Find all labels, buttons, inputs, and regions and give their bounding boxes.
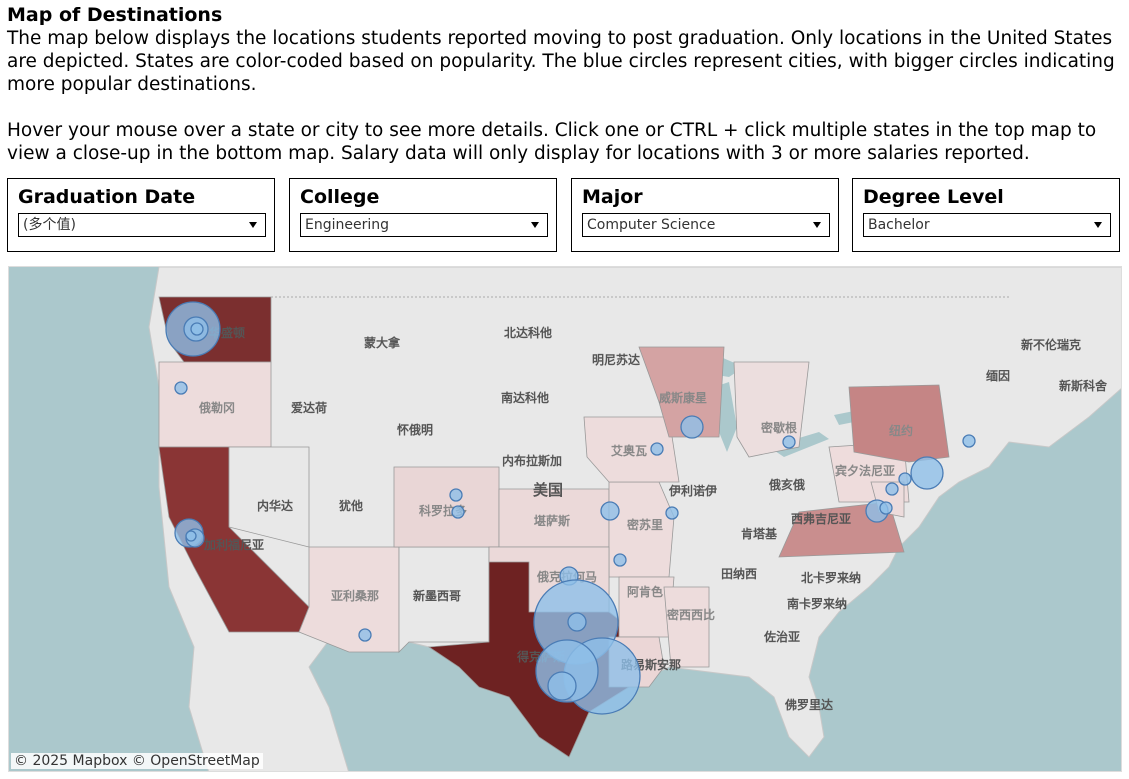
label-south-dakota: 南达科他 xyxy=(501,390,549,405)
label-new-mexico: 新墨西哥 xyxy=(413,588,461,603)
dropdown-value: Bachelor xyxy=(868,217,930,233)
major-dropdown[interactable]: Computer Science xyxy=(582,213,830,237)
label-north-carolina: 北卡罗来纳 xyxy=(801,570,861,585)
city-marker-bellevue[interactable] xyxy=(190,322,204,336)
label-montana: 蒙大拿 xyxy=(364,335,401,350)
label-minnesota: 明尼苏达 xyxy=(592,352,640,367)
label-iowa: 艾奥瓦 xyxy=(611,443,647,458)
label-nevada: 内华达 xyxy=(257,498,293,513)
label-illinois: 伊利诺伊 xyxy=(668,483,717,498)
city-marker-new-york-city[interactable] xyxy=(910,456,944,490)
chevron-down-icon xyxy=(531,222,539,228)
city-marker-philadelphia[interactable] xyxy=(885,482,899,496)
city-marker-chicago[interactable] xyxy=(680,415,704,439)
label-pennsylvania: 宾夕法尼亚 xyxy=(835,463,895,478)
label-kansas: 堪萨斯 xyxy=(534,513,570,528)
dropdown-value: Computer Science xyxy=(587,217,716,233)
label-california: 加利福尼亚 xyxy=(203,537,264,552)
city-marker-tulsa[interactable] xyxy=(613,553,627,567)
city-marker-st-louis[interactable] xyxy=(665,506,679,520)
label-south-carolina: 南卡罗来纳 xyxy=(787,596,847,611)
label-wisconsin: 威斯康星 xyxy=(659,390,707,405)
college-dropdown[interactable]: Engineering xyxy=(300,213,548,237)
city-marker-baltimore[interactable] xyxy=(879,501,893,515)
state-mississippi[interactable] xyxy=(663,586,710,668)
filter-label: Major xyxy=(582,186,643,208)
filter-label: College xyxy=(300,186,380,208)
label-mississippi: 密西西比 xyxy=(667,607,715,622)
city-marker-boston[interactable] xyxy=(962,434,976,448)
label-usa: 美国 xyxy=(533,481,563,499)
label-new-brunswick: 新不伦瑞克 xyxy=(1021,337,1081,352)
city-marker-detroit[interactable] xyxy=(782,435,796,449)
label-maine: 缅因 xyxy=(986,368,1010,383)
city-marker-denver[interactable] xyxy=(451,505,465,519)
filter-label: Degree Level xyxy=(863,186,1004,208)
label-florida: 佛罗里达 xyxy=(784,697,833,712)
dropdown-value: Engineering xyxy=(305,217,389,233)
label-georgia: 佐治亚 xyxy=(763,629,800,644)
filter-graduation-date: Graduation Date (多个值) xyxy=(7,178,275,252)
label-missouri: 密苏里 xyxy=(627,517,663,532)
city-marker-kansas-city[interactable] xyxy=(600,501,620,521)
label-north-dakota: 北达科他 xyxy=(504,325,552,340)
filter-bar: Graduation Date (多个值) College Engineerin… xyxy=(7,178,1122,254)
city-marker-san-antonio[interactable] xyxy=(547,671,577,701)
city-marker-newark[interactable] xyxy=(898,472,912,486)
label-arizona: 亚利桑那 xyxy=(331,588,379,603)
header: Map of Destinations The map below displa… xyxy=(7,4,1122,165)
label-arkansas: 阿肯色 xyxy=(627,584,663,599)
filter-major: Major Computer Science xyxy=(571,178,839,252)
label-idaho: 爱达荷 xyxy=(291,400,327,415)
label-michigan: 密歇根 xyxy=(761,420,797,435)
label-west-virginia: 西弗吉尼亚 xyxy=(791,511,851,526)
city-marker-phoenix[interactable] xyxy=(358,628,372,642)
graduation-date-dropdown[interactable]: (多个值) xyxy=(18,213,266,237)
map-attribution[interactable]: © 2025 Mapbox © OpenStreetMap xyxy=(11,753,263,769)
label-nebraska: 内布拉斯加 xyxy=(502,453,562,468)
city-marker-portland[interactable] xyxy=(174,381,188,395)
destinations-map[interactable]: 蒙大拿 北达科他 明尼苏达 新不伦瑞克 缅因 新斯科舍 俄勒冈 爱达荷 南达科他… xyxy=(8,266,1122,772)
label-ohio: 俄亥俄 xyxy=(768,477,805,492)
city-marker-boulder[interactable] xyxy=(449,488,463,502)
chevron-down-icon xyxy=(1094,222,1102,228)
label-wyoming: 怀俄明 xyxy=(397,422,433,437)
city-marker-dallas-inner[interactable] xyxy=(567,612,587,632)
filter-degree-level: Degree Level Bachelor xyxy=(852,178,1120,252)
label-nova-scotia: 新斯科舍 xyxy=(1059,378,1108,393)
page-description: The map below displays the locations stu… xyxy=(7,28,1115,164)
filter-college: College Engineering xyxy=(289,178,557,252)
page-title: Map of Destinations xyxy=(7,4,223,26)
chevron-down-icon xyxy=(249,222,257,228)
map-canvas[interactable]: 蒙大拿 北达科他 明尼苏达 新不伦瑞克 缅因 新斯科舍 俄勒冈 爱达荷 南达科他… xyxy=(9,267,1122,772)
label-new-york: 纽约 xyxy=(889,423,913,438)
label-kentucky: 肯塔基 xyxy=(741,526,778,541)
filter-label: Graduation Date xyxy=(18,186,196,208)
state-michigan[interactable] xyxy=(733,361,810,458)
dropdown-value: (多个值) xyxy=(23,217,76,233)
city-marker-iowa-city[interactable] xyxy=(650,442,664,456)
city-marker-bay-area[interactable] xyxy=(185,530,197,542)
chevron-down-icon xyxy=(813,222,821,228)
label-oregon: 俄勒冈 xyxy=(198,400,235,415)
state-iowa[interactable] xyxy=(583,416,680,483)
label-tennessee: 田纳西 xyxy=(721,566,757,581)
degree-level-dropdown[interactable]: Bachelor xyxy=(863,213,1111,237)
label-utah: 犹他 xyxy=(339,498,363,513)
